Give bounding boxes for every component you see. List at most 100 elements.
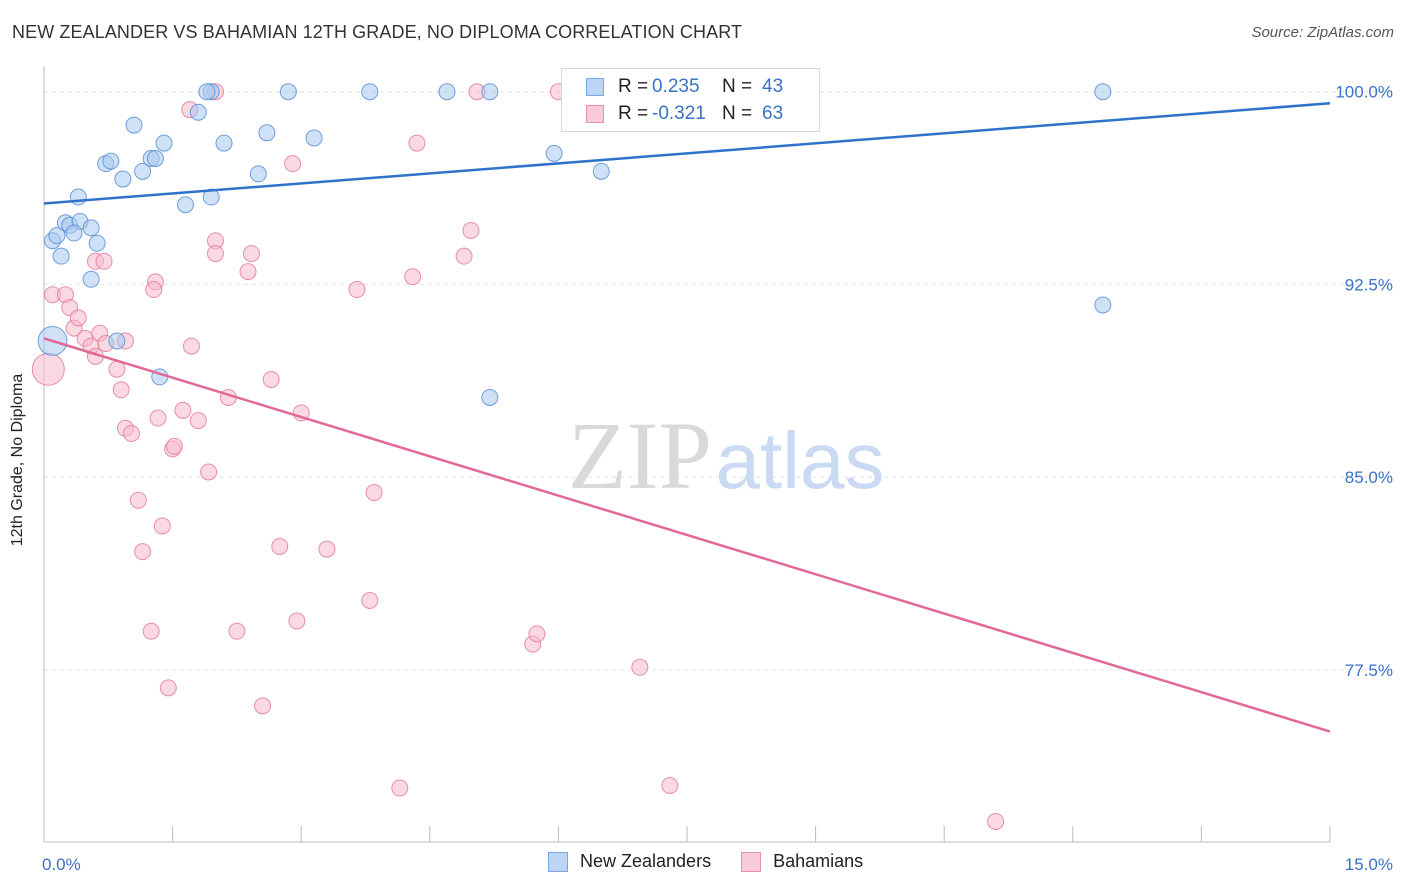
new-zealander-point bbox=[481, 388, 499, 406]
bahamian-point bbox=[174, 401, 192, 419]
correlation-legend: R = 0.235 N = 43 R = -0.321 N = 63 bbox=[561, 68, 820, 132]
bahamian-point bbox=[200, 463, 218, 481]
bahamian-point bbox=[455, 247, 473, 265]
legend-label-new-zealanders: New Zealanders bbox=[580, 851, 712, 871]
new-zealander-point bbox=[1094, 83, 1112, 101]
source-credit: Source: ZipAtlas.com bbox=[1251, 24, 1394, 41]
new-zealander-point bbox=[305, 129, 323, 147]
new-zealander-point bbox=[102, 152, 120, 170]
bahamian-point bbox=[112, 381, 130, 399]
y-tick-label: 92.5% bbox=[1345, 275, 1393, 294]
legend-r-value: -0.321 bbox=[652, 103, 706, 124]
legend-row-bahamians: R = -0.321 N = 63 bbox=[586, 102, 783, 126]
new-zealander-point bbox=[82, 270, 100, 288]
legend-n-label: N = bbox=[722, 76, 753, 97]
bahamian-point bbox=[348, 281, 366, 299]
bahamian-point bbox=[31, 352, 65, 386]
bahamian-point bbox=[189, 412, 207, 430]
bahamian-point bbox=[528, 625, 546, 643]
bahamian-point bbox=[365, 484, 383, 502]
bahamian-point bbox=[661, 776, 679, 794]
new-zealander-point bbox=[361, 83, 379, 101]
bahamian-point bbox=[404, 268, 422, 286]
bahamian-point bbox=[69, 309, 87, 327]
axes bbox=[43, 66, 1331, 843]
bahamian-point bbox=[182, 337, 200, 355]
bahamian-point bbox=[95, 252, 113, 270]
bahamian-point bbox=[262, 370, 280, 388]
legend-r-label: R = bbox=[618, 103, 649, 124]
new-zealander-point bbox=[82, 219, 100, 237]
new-zealander-point bbox=[134, 162, 152, 180]
new-zealander-point bbox=[1094, 296, 1112, 314]
legend-r-value: 0.235 bbox=[652, 76, 700, 97]
legend-swatch-blue bbox=[586, 78, 604, 96]
legend-label-bahamians: Bahamians bbox=[773, 851, 864, 871]
bahamian-point bbox=[361, 591, 379, 609]
legend-row-new-zealanders: R = 0.235 N = 43 bbox=[586, 75, 783, 99]
legend-n-value: 43 bbox=[762, 76, 784, 97]
new-zealander-point bbox=[69, 188, 87, 206]
new-zealander-point bbox=[249, 165, 267, 183]
y-tick-label: 85.0% bbox=[1345, 468, 1393, 487]
new-zealander-point bbox=[114, 170, 132, 188]
bahamian-point bbox=[165, 437, 183, 455]
bahamians-trend-line bbox=[43, 337, 1331, 733]
bahamian-point bbox=[284, 155, 302, 173]
new-zealander-point bbox=[258, 124, 276, 142]
new-zealander-point bbox=[108, 332, 126, 350]
new-zealander-point bbox=[545, 144, 563, 162]
grid-lines bbox=[44, 91, 1392, 671]
new-zealander-point bbox=[215, 134, 233, 152]
bahamian-point bbox=[134, 543, 152, 561]
watermark: ZIP atlas bbox=[568, 402, 884, 509]
new-zealander-point bbox=[48, 227, 66, 245]
legend-n-label: N = bbox=[722, 103, 753, 124]
new-zealander-point bbox=[202, 188, 220, 206]
legend-item-new-zealanders: New Zealanders bbox=[548, 851, 711, 872]
watermark-zip: ZIP bbox=[568, 402, 712, 509]
legend-swatch-pink bbox=[586, 105, 604, 123]
new-zealander-point bbox=[481, 83, 499, 101]
bahamian-point bbox=[206, 245, 224, 263]
legend-swatch-pink bbox=[741, 851, 762, 872]
watermark-atlas: atlas bbox=[716, 416, 885, 505]
new-zealander-point bbox=[52, 247, 70, 265]
legend-swatch-blue bbox=[548, 851, 568, 872]
new-zealander-point bbox=[65, 224, 83, 242]
bahamian-point bbox=[254, 697, 272, 715]
bahamian-point bbox=[149, 409, 167, 427]
new-zealander-point bbox=[189, 103, 207, 121]
bahamian-point bbox=[242, 245, 260, 263]
bahamian-point bbox=[391, 779, 409, 797]
legend-r-label: R = bbox=[618, 76, 649, 97]
bahamian-point bbox=[153, 517, 171, 535]
new-zealander-point bbox=[155, 134, 173, 152]
y-axis-title: 12th Grade, No Diploma bbox=[9, 373, 26, 547]
new-zealander-point bbox=[125, 116, 143, 134]
bahamian-point bbox=[318, 540, 336, 558]
x-tick-label: 15.0% bbox=[1345, 855, 1393, 874]
bahamian-point bbox=[462, 221, 480, 239]
bahamian-point bbox=[129, 491, 147, 509]
legend-item-bahamians: Bahamians bbox=[741, 851, 863, 872]
bahamian-point bbox=[228, 622, 246, 640]
legend-n-value: 63 bbox=[762, 103, 784, 124]
new-zealander-point bbox=[279, 83, 297, 101]
new-zealander-point bbox=[592, 162, 610, 180]
new-zealander-point bbox=[198, 83, 216, 101]
new-zealander-point bbox=[176, 196, 194, 214]
series-legend: New Zealanders Bahamians bbox=[548, 851, 893, 872]
new-zealander-point bbox=[146, 150, 164, 168]
x-tick-label: 0.0% bbox=[42, 855, 81, 874]
y-tick-label: 77.5% bbox=[1345, 661, 1393, 680]
bahamian-point bbox=[239, 263, 257, 281]
y-tick-label: 100.0% bbox=[1335, 83, 1393, 102]
new-zealander-point bbox=[438, 83, 456, 101]
bahamian-point bbox=[631, 658, 649, 676]
bahamian-point bbox=[159, 679, 177, 697]
bahamian-point bbox=[142, 622, 160, 640]
bahamian-point bbox=[145, 281, 163, 299]
bahamian-point bbox=[288, 612, 306, 630]
